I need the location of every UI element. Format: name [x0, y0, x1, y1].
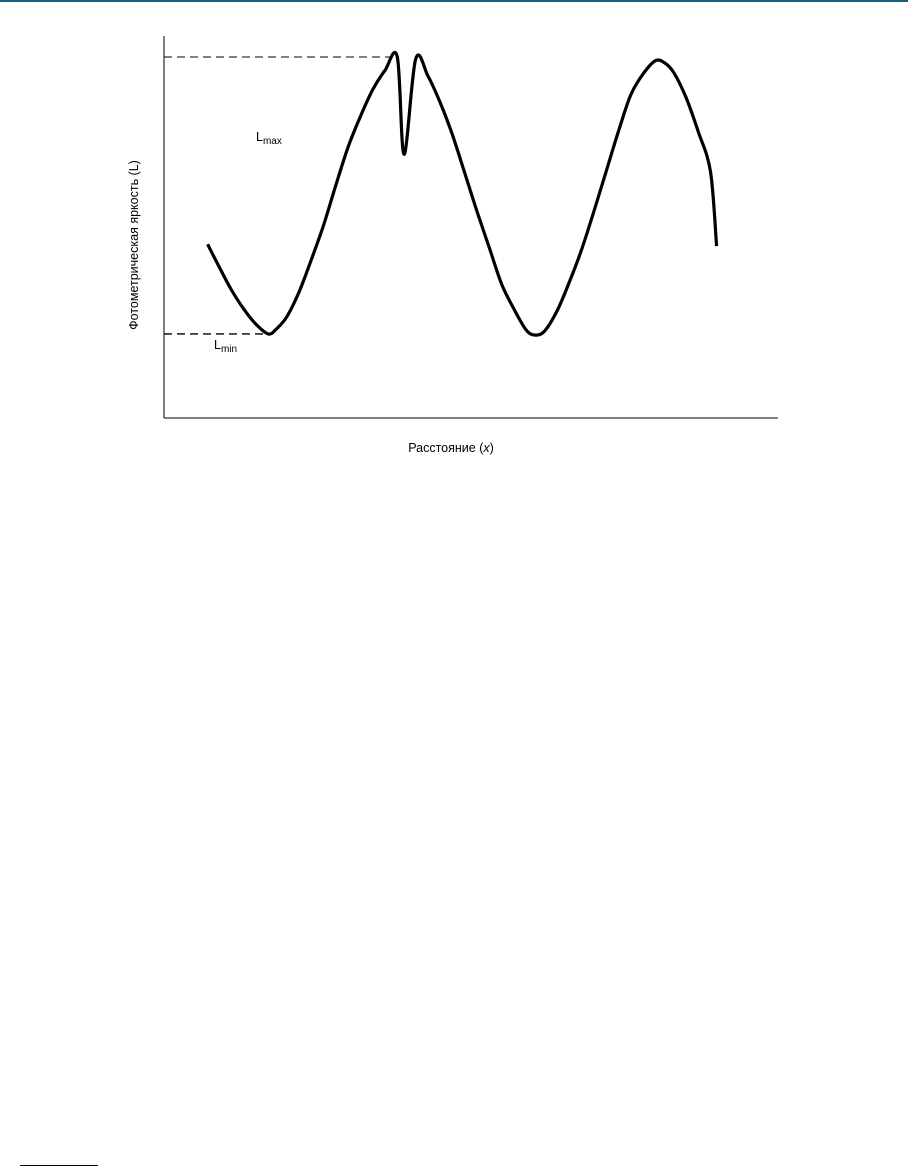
x-axis-variable: x	[482, 441, 490, 455]
footnote-rule	[20, 1165, 98, 1166]
y-axis-title: Фотометрическая яркость (L)	[127, 160, 141, 330]
luminance-curve	[206, 50, 719, 337]
plot-area	[206, 50, 719, 337]
line-chart: Расстояние (x) Фотометрическая яркость (…	[127, 36, 778, 455]
x-axis-title: Расстояние (x)	[408, 441, 494, 455]
annotation-lmin-sub: min	[221, 344, 237, 355]
annotation-lmax-sub: max	[263, 136, 282, 147]
x-axis-label: Расстояние	[408, 441, 476, 455]
guide-lines	[164, 56, 398, 335]
x-axis-paren-open: (	[476, 441, 484, 455]
annotation-lmin-letter: L	[214, 338, 221, 352]
annotation-lmax-letter: L	[256, 130, 263, 144]
annotation-lmax: Lmax	[256, 130, 282, 147]
header-rule	[0, 0, 908, 2]
x-axis-paren-close: )	[490, 441, 494, 455]
annotation-lmin: Lmin	[214, 338, 237, 355]
chart-axes	[163, 36, 778, 419]
